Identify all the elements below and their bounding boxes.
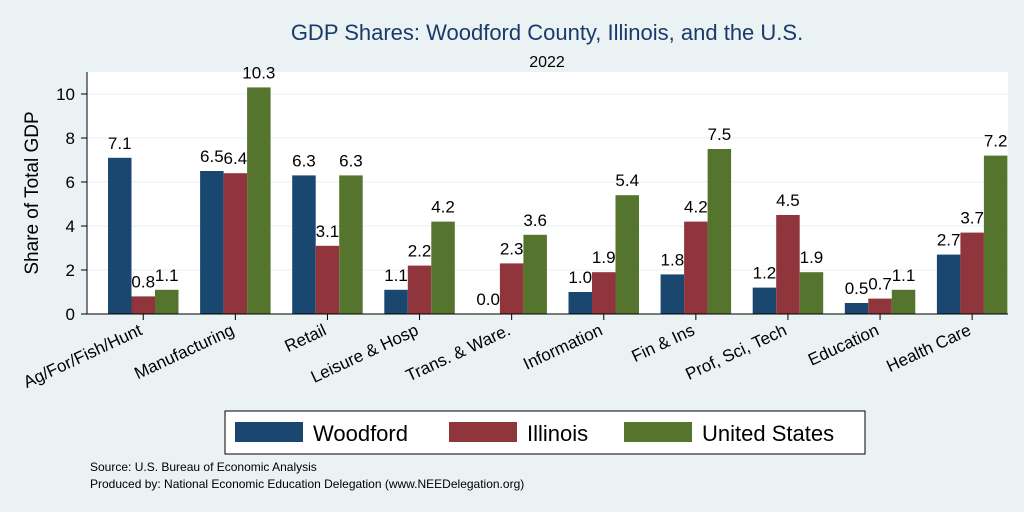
data-label: 5.4 xyxy=(615,171,639,190)
bar xyxy=(868,298,892,314)
legend-swatch xyxy=(624,422,692,442)
y-tick-label: 6 xyxy=(66,173,75,192)
bar xyxy=(200,171,224,314)
x-tick-label: Information xyxy=(520,320,605,373)
bar xyxy=(499,263,524,314)
data-label: 3.7 xyxy=(960,209,984,228)
data-label: 6.3 xyxy=(292,151,316,170)
x-tick-label: Health Care xyxy=(884,320,974,376)
bar xyxy=(292,175,316,314)
data-label: 7.2 xyxy=(984,132,1008,151)
produced-by-note: Produced by: National Economic Education… xyxy=(90,477,524,491)
bar xyxy=(660,274,685,314)
data-label: 6.3 xyxy=(339,151,363,170)
x-tick-label: Education xyxy=(805,320,882,369)
chart-subtitle: 2022 xyxy=(529,54,565,71)
bar xyxy=(523,234,547,314)
bar xyxy=(339,175,363,314)
data-label: 4.2 xyxy=(684,198,708,217)
data-label: 1.2 xyxy=(753,264,777,283)
data-label: 2.7 xyxy=(937,231,961,250)
data-label: 10.3 xyxy=(242,63,275,82)
data-label: 3.1 xyxy=(316,222,340,241)
data-label: 1.1 xyxy=(155,266,179,285)
x-tick-label: Ag/For/Fish/Hunt xyxy=(20,320,145,392)
data-label: 0.7 xyxy=(868,275,892,294)
data-label: 0.5 xyxy=(845,279,869,298)
bar xyxy=(131,296,155,314)
bar xyxy=(431,221,455,314)
legend-items: Woodford Illinois United States xyxy=(235,421,834,446)
bar xyxy=(799,272,824,314)
x-tick-label: Retail xyxy=(282,320,329,356)
bar xyxy=(568,292,592,314)
data-label: 0.8 xyxy=(131,272,155,291)
y-tick-label: 4 xyxy=(66,217,75,236)
data-label: 1.9 xyxy=(800,248,824,267)
bar xyxy=(776,215,800,314)
y-tick-label: 0 xyxy=(66,305,75,324)
data-label: 2.3 xyxy=(500,239,524,258)
data-label: 3.6 xyxy=(523,211,547,230)
legend-swatch xyxy=(449,422,517,442)
y-tick-label: 8 xyxy=(66,129,75,148)
x-tick-label: Fin & Ins xyxy=(629,320,698,366)
bars xyxy=(108,87,1008,315)
data-label: 4.2 xyxy=(431,198,455,217)
bar xyxy=(315,245,340,314)
y-tick-label: 2 xyxy=(66,261,75,280)
data-label: 1.9 xyxy=(592,248,616,267)
bar xyxy=(407,265,432,314)
y-ticks: 0 2 4 6 8 10 xyxy=(56,85,87,324)
legend-label: United States xyxy=(702,421,834,446)
bar xyxy=(592,272,616,314)
legend-label: Illinois xyxy=(527,421,588,446)
bar xyxy=(752,287,777,314)
x-tick-label: Manufacturing xyxy=(131,320,237,383)
bar xyxy=(615,195,639,314)
bar xyxy=(844,303,869,314)
data-label: 1.1 xyxy=(892,266,916,285)
bar xyxy=(247,87,271,315)
data-label: 7.5 xyxy=(708,125,732,144)
legend: Woodford Illinois United States xyxy=(224,410,866,455)
bar xyxy=(108,157,132,314)
y-axis-label: Share of Total GDP xyxy=(22,111,43,274)
data-label: 6.5 xyxy=(200,147,224,166)
bar xyxy=(707,149,732,314)
source-note: Source: U.S. Bureau of Economic Analysis xyxy=(90,460,317,474)
data-label: 1.0 xyxy=(568,268,592,287)
bar xyxy=(960,232,984,314)
data-label: 6.4 xyxy=(224,149,248,168)
x-tick-label: Trans. & Ware. xyxy=(403,320,513,385)
data-label: 4.5 xyxy=(776,191,800,210)
data-label: 2.2 xyxy=(408,242,432,261)
legend-box xyxy=(224,410,866,455)
legend-label: Woodford xyxy=(313,421,408,446)
data-label: 0.0 xyxy=(476,290,500,309)
bar xyxy=(384,289,408,314)
bar xyxy=(983,155,1008,314)
bar xyxy=(891,289,916,314)
bar xyxy=(936,254,961,314)
x-tick-label: Prof, Sci, Tech xyxy=(683,320,790,383)
data-labels: 7.10.8 1.16.5 6.410.36.33.16.31.12.24.20.0… xyxy=(108,63,1008,309)
data-label: 1.1 xyxy=(384,266,408,285)
y-tick-label: 10 xyxy=(56,85,75,104)
bar xyxy=(684,221,708,314)
bar xyxy=(155,289,179,314)
chart-title: GDP Shares: Woodford County, Illinois, a… xyxy=(291,20,803,45)
legend-swatch xyxy=(235,422,303,442)
data-label: 7.1 xyxy=(108,134,132,153)
bar xyxy=(223,173,248,314)
data-label: 1.8 xyxy=(661,250,685,269)
